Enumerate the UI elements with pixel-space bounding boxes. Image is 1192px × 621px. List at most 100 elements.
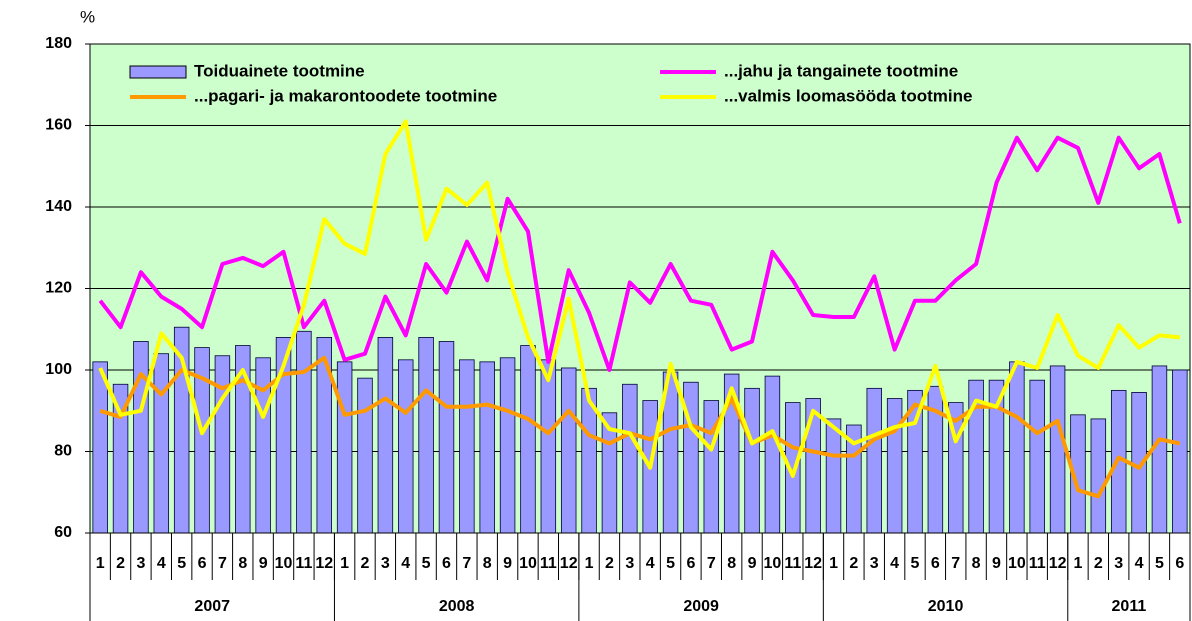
y-tick-label: 80 <box>54 443 72 460</box>
x-tick-label: 3 <box>870 555 879 572</box>
x-tick-label: 7 <box>951 555 960 572</box>
x-tick-label: 3 <box>381 555 390 572</box>
y-tick-label: 160 <box>45 117 72 134</box>
bar <box>560 367 577 534</box>
y-tick-label: 180 <box>45 35 72 52</box>
bar <box>418 336 434 534</box>
y-tick-label: 100 <box>45 361 72 378</box>
x-tick-label: 11 <box>540 555 557 572</box>
legend-label: ...valmis loomasööda tootmine <box>724 86 972 105</box>
x-tick-label: 11 <box>295 555 312 572</box>
line <box>98 135 1182 372</box>
x-tick-label: 5 <box>666 555 675 572</box>
bar <box>866 387 882 534</box>
x-tick-label: 12 <box>804 555 822 572</box>
x-tick-label: 9 <box>748 555 757 572</box>
x-tick-label: 1 <box>585 555 594 572</box>
bar <box>398 359 414 534</box>
x-tick-label: 9 <box>992 555 1001 572</box>
y-tick-label: 120 <box>45 280 72 297</box>
x-tick-label: 4 <box>646 555 655 572</box>
x-tick-label: 9 <box>503 555 512 572</box>
y-tick-label: 140 <box>45 198 72 215</box>
x-tick-label: 5 <box>911 555 920 572</box>
x-tick-label: 12 <box>560 555 578 572</box>
x-tick-label: 3 <box>1114 555 1123 572</box>
bar <box>622 383 638 534</box>
bar <box>479 361 495 534</box>
y-tick-label: 60 <box>54 524 72 541</box>
bar <box>499 357 516 534</box>
y-unit: % <box>80 7 95 26</box>
x-tick-label: 2 <box>116 555 125 572</box>
x-tick-label: 1 <box>1074 555 1083 572</box>
x-group-label: 2007 <box>194 598 230 615</box>
legend-label: ...pagari- ja makarontoodete tootmine <box>194 86 497 105</box>
bar <box>703 400 720 534</box>
x-group-label: 2010 <box>928 598 964 615</box>
x-tick-label: 2 <box>361 555 370 572</box>
legend-label: ...jahu ja tangainete tootmine <box>724 61 958 80</box>
x-tick-label: 11 <box>784 555 801 572</box>
line <box>98 119 1180 478</box>
bar <box>1172 369 1188 534</box>
bar <box>886 398 903 534</box>
x-tick-label: 5 <box>422 555 431 572</box>
x-tick-label: 7 <box>218 555 227 572</box>
x-tick-label: 3 <box>625 555 634 572</box>
x-tick-label: 2 <box>605 555 614 572</box>
x-tick-label: 8 <box>727 555 736 572</box>
bar <box>805 398 821 534</box>
x-tick-label: 2 <box>849 555 858 572</box>
x-tick-label: 6 <box>442 555 451 572</box>
x-tick-label: 4 <box>401 555 410 572</box>
bar <box>520 345 536 534</box>
x-tick-label: 3 <box>136 555 145 572</box>
x-tick-label: 2 <box>1094 555 1103 572</box>
x-tick-label: 6 <box>1175 555 1184 572</box>
x-tick-label: 8 <box>238 555 247 572</box>
x-tick-label: 1 <box>340 555 349 572</box>
x-tick-label: 5 <box>1155 555 1164 572</box>
x-tick-label: 11 <box>1029 555 1046 572</box>
bar <box>377 336 394 534</box>
bar <box>214 355 231 534</box>
bar <box>540 359 557 534</box>
x-group-label: 2011 <box>1112 598 1147 615</box>
bar <box>459 359 475 534</box>
bar <box>1009 361 1025 534</box>
x-tick-label: 12 <box>1049 555 1067 572</box>
x-tick-label: 6 <box>198 555 207 572</box>
x-tick-label: 9 <box>259 555 268 572</box>
bar <box>153 353 170 534</box>
bar <box>438 341 455 534</box>
x-tick-label: 10 <box>519 555 537 572</box>
x-tick-label: 5 <box>177 555 186 572</box>
x-tick-label: 4 <box>157 555 166 572</box>
bar <box>764 375 781 534</box>
x-tick-label: 8 <box>483 555 492 572</box>
x-tick-label: 6 <box>686 555 695 572</box>
bar <box>1029 379 1045 534</box>
bar <box>92 361 108 534</box>
x-tick-label: 8 <box>972 555 981 572</box>
bar <box>133 341 149 534</box>
bar <box>336 361 353 534</box>
bar <box>1090 418 1107 534</box>
x-tick-label: 1 <box>829 555 838 572</box>
x-tick-label: 6 <box>931 555 940 572</box>
x-tick-label: 1 <box>96 555 105 572</box>
legend-swatch <box>129 65 187 79</box>
bar <box>1049 365 1066 534</box>
x-tick-label: 12 <box>315 555 333 572</box>
x-tick-label: 4 <box>1135 555 1144 572</box>
bar <box>744 387 760 534</box>
x-tick-label: 10 <box>275 555 293 572</box>
bar <box>825 418 842 534</box>
x-tick-label: 4 <box>890 555 899 572</box>
x-tick-label: 10 <box>1008 555 1026 572</box>
x-tick-label: 10 <box>764 555 782 572</box>
x-tick-label: 7 <box>462 555 471 572</box>
x-group-label: 2009 <box>683 598 719 615</box>
